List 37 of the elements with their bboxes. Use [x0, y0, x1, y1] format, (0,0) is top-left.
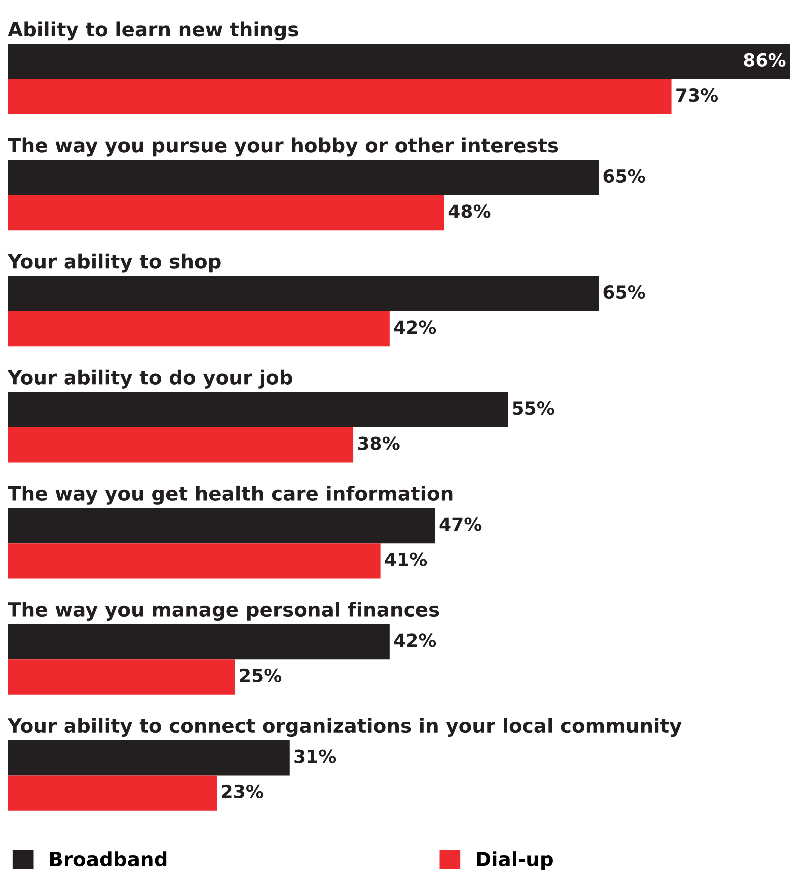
data-label: 48%	[448, 204, 491, 218]
data-label: 86%	[744, 53, 786, 68]
bar	[8, 508, 436, 544]
y-tick-label: The way you manage personal finances	[8, 602, 440, 621]
bar	[8, 195, 444, 231]
y-tick-label: Ability to learn new things	[8, 22, 298, 41]
data-label: 25%	[240, 668, 282, 682]
data-label: 41%	[385, 552, 428, 566]
y-tick-label: Your ability to do your job	[8, 370, 292, 389]
bar	[8, 276, 600, 312]
data-label: 38%	[358, 436, 400, 450]
bar	[8, 392, 508, 428]
data-label: 73%	[676, 88, 718, 102]
data-label: 65%	[604, 169, 646, 184]
data-label: 31%	[294, 750, 336, 764]
data-label: 65%	[604, 285, 646, 300]
bar	[8, 740, 290, 776]
data-label: 42%	[394, 634, 436, 648]
data-label: 47%	[440, 518, 482, 532]
bar	[8, 44, 790, 80]
bar	[8, 660, 236, 695]
legend-label: Broadband	[50, 852, 167, 867]
bar	[8, 544, 381, 579]
y-tick-label: The way you get health care information	[8, 486, 453, 505]
bar	[8, 624, 390, 660]
bar	[8, 79, 672, 115]
y-tick-label: Your ability to shop	[8, 254, 221, 273]
bar	[8, 776, 218, 811]
y-tick-label: The way you pursue your hobby or other interests	[8, 138, 558, 157]
y-tick-label: Your ability to connect organizations in your local community	[8, 718, 682, 738]
legend-label: Dial-up	[477, 852, 553, 870]
data-label: 42%	[394, 320, 436, 334]
bar	[8, 160, 600, 196]
bar	[8, 311, 390, 347]
bar	[8, 428, 354, 463]
data-label: 55%	[513, 402, 554, 416]
data-label: 23%	[222, 784, 264, 799]
